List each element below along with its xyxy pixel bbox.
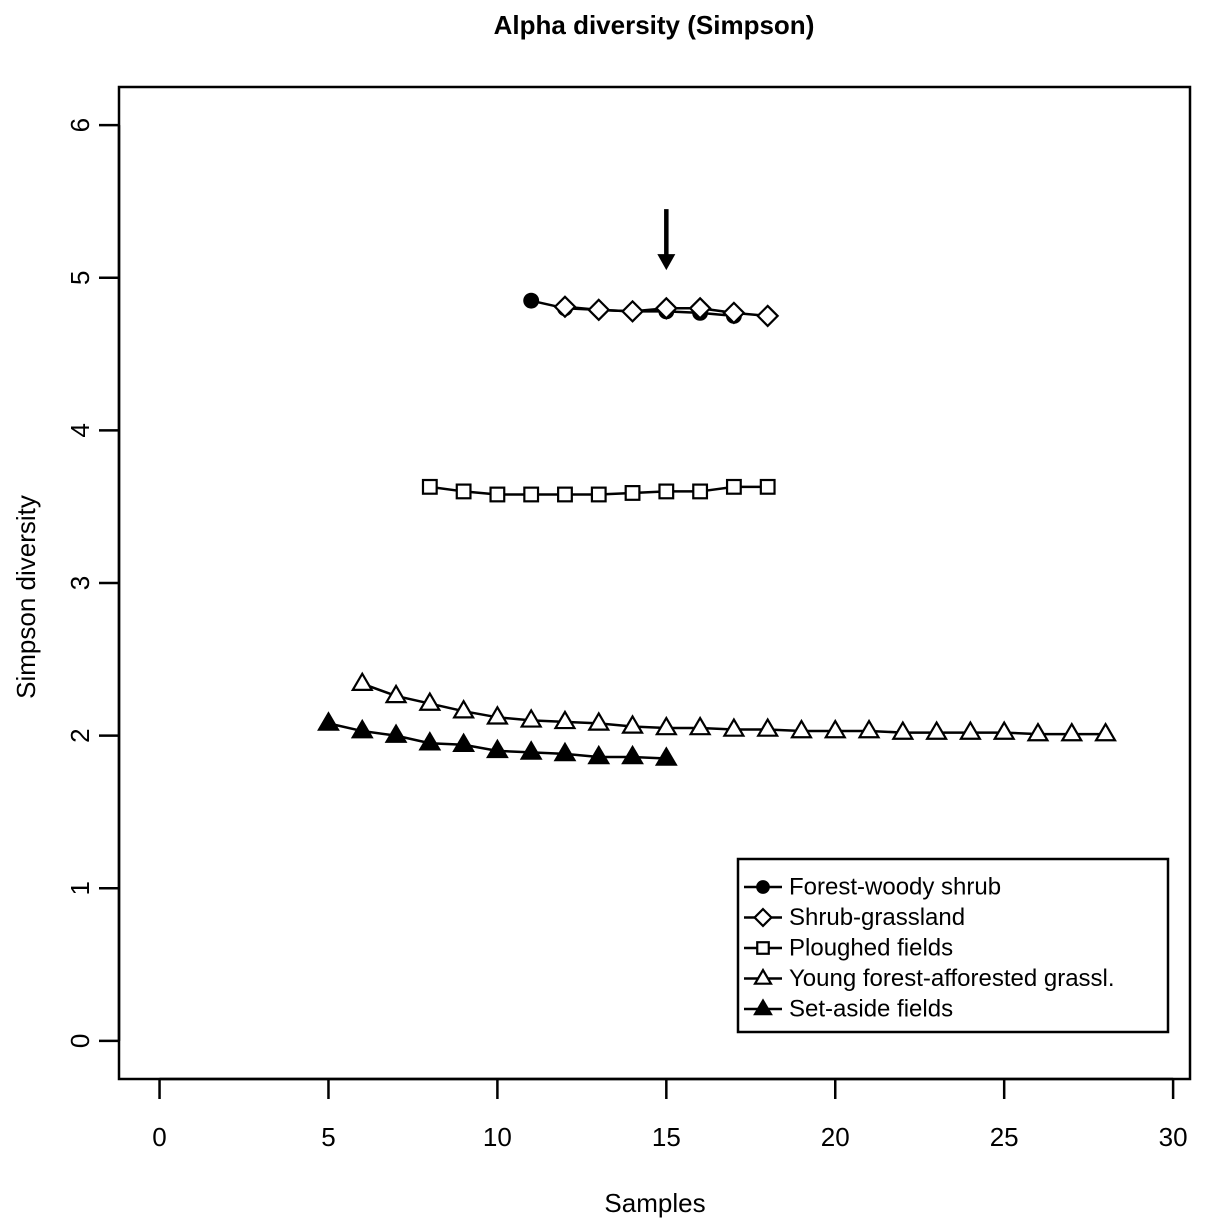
data-point-triangle	[756, 717, 780, 737]
data-point-triangle	[790, 718, 813, 739]
data-point-square	[624, 485, 641, 501]
data-point-triangle	[654, 715, 678, 736]
data-point-square	[725, 478, 742, 495]
data-point-diamond	[654, 296, 678, 320]
y-tick-label: 6	[65, 118, 95, 132]
series-shrub-grassland	[553, 295, 780, 328]
data-point-diamond	[688, 296, 712, 320]
series-young-forest-afforested-grassl	[350, 671, 1117, 742]
legend-item-ploughed-fields: Ploughed fields	[744, 935, 953, 962]
series-set-aside-fields	[317, 711, 678, 766]
legend-label: Ploughed fields	[789, 935, 953, 962]
data-point-triangle-filled	[418, 731, 442, 751]
data-point-circle	[756, 880, 770, 894]
x-axis-label: Samples	[604, 1188, 705, 1218]
x-tick-label: 25	[990, 1122, 1019, 1152]
data-point-diamond	[756, 304, 780, 328]
y-tick-label: 1	[65, 881, 95, 895]
x-tick-label: 10	[483, 1122, 512, 1152]
data-point-square	[455, 483, 472, 500]
data-point-square	[756, 941, 770, 955]
legend-box	[736, 857, 1170, 1034]
data-point-triangle	[519, 708, 543, 728]
data-point-triangle	[823, 718, 847, 739]
data-point-triangle	[553, 709, 577, 730]
data-point-diamond	[553, 295, 577, 319]
data-point-square	[421, 478, 438, 495]
data-point-triangle-filled	[553, 741, 577, 762]
data-point-triangle	[857, 718, 881, 739]
data-point-diamond	[587, 298, 611, 322]
x-tick-label: 30	[1159, 1122, 1188, 1152]
data-point-triangle	[1026, 721, 1050, 742]
data-point-square	[759, 478, 776, 495]
data-point-triangle	[891, 720, 915, 740]
data-point-triangle	[1094, 721, 1117, 742]
series-ploughed-fields	[421, 478, 776, 503]
y-tick-label: 3	[65, 576, 95, 590]
legend-item-forest-woody-shrub: Forest-woody shrub	[744, 874, 1001, 901]
data-point-triangle-filled	[452, 732, 476, 753]
x-axis: 0 5 10 15 20 25 30	[152, 1077, 1188, 1152]
legend-label: Shrub-grassland	[789, 904, 965, 931]
data-point-triangle-filled	[486, 738, 509, 759]
x-tick-label: 20	[821, 1122, 850, 1152]
data-point-square	[692, 483, 709, 500]
data-point-square	[523, 486, 540, 503]
data-point-triangle	[992, 720, 1016, 740]
data-point-triangle-filled	[654, 746, 678, 766]
data-point-triangle	[1060, 721, 1084, 742]
data-point-triangle-filled	[621, 744, 644, 765]
data-point-triangle	[688, 715, 712, 736]
y-tick-label: 0	[65, 1034, 95, 1048]
data-point-square	[590, 486, 607, 503]
data-point-triangle-filled	[384, 723, 408, 743]
data-point-triangle-filled	[753, 998, 773, 1016]
data-point-triangle	[384, 683, 408, 704]
data-point-square	[489, 486, 506, 503]
data-point-triangle	[958, 720, 982, 740]
data-point-diamond	[722, 301, 746, 325]
chart-title: Alpha diversity (Simpson)	[494, 10, 815, 40]
x-tick-label: 5	[321, 1122, 335, 1152]
legend-item-set-aside-fields: Set-aside fields	[744, 996, 953, 1023]
data-point-triangle-filled	[519, 740, 543, 760]
legend-label: Young forest-afforested grassl.	[789, 965, 1115, 992]
legend-item-shrub-grassland: Shrub-grassland	[744, 904, 965, 931]
x-tick-label: 15	[652, 1122, 681, 1152]
data-point-triangle	[722, 717, 746, 737]
data-point-triangle	[418, 691, 442, 711]
data-point-triangle	[350, 671, 374, 692]
annotation-layer	[657, 209, 676, 271]
data-point-diamond	[621, 299, 645, 323]
data-point-triangle	[753, 967, 773, 985]
legend-label: Set-aside fields	[789, 996, 953, 1023]
data-point-diamond	[753, 907, 773, 928]
data-point-triangle-filled	[317, 711, 340, 731]
data-point-square	[557, 486, 573, 503]
data-point-triangle-filled	[350, 718, 374, 739]
y-tick-label: 5	[65, 271, 95, 285]
data-point-triangle	[587, 711, 611, 731]
arrow-head	[657, 254, 676, 271]
data-point-triangle	[925, 720, 949, 740]
data-point-triangle	[452, 699, 476, 719]
data-point-square	[658, 483, 675, 500]
y-tick-label: 2	[65, 728, 95, 742]
data-point-triangle-filled	[587, 744, 611, 765]
data-point-triangle	[486, 705, 509, 725]
y-tick-label: 4	[65, 423, 95, 437]
data-point-circle	[523, 292, 540, 309]
legend-item-young-forest-afforested-grassl: Young forest-afforested grassl.	[744, 965, 1115, 992]
series-layer	[317, 292, 1117, 766]
data-point-triangle	[621, 714, 644, 734]
y-axis-label: Simpson diversity	[11, 495, 41, 699]
legend-label: Forest-woody shrub	[789, 874, 1001, 901]
y-axis: 0 1 2 3 4 5 6	[65, 118, 121, 1048]
x-tick-label: 0	[152, 1122, 166, 1152]
legend: Forest-woody shrub Shrub-grassland Ploughe…	[736, 857, 1170, 1034]
